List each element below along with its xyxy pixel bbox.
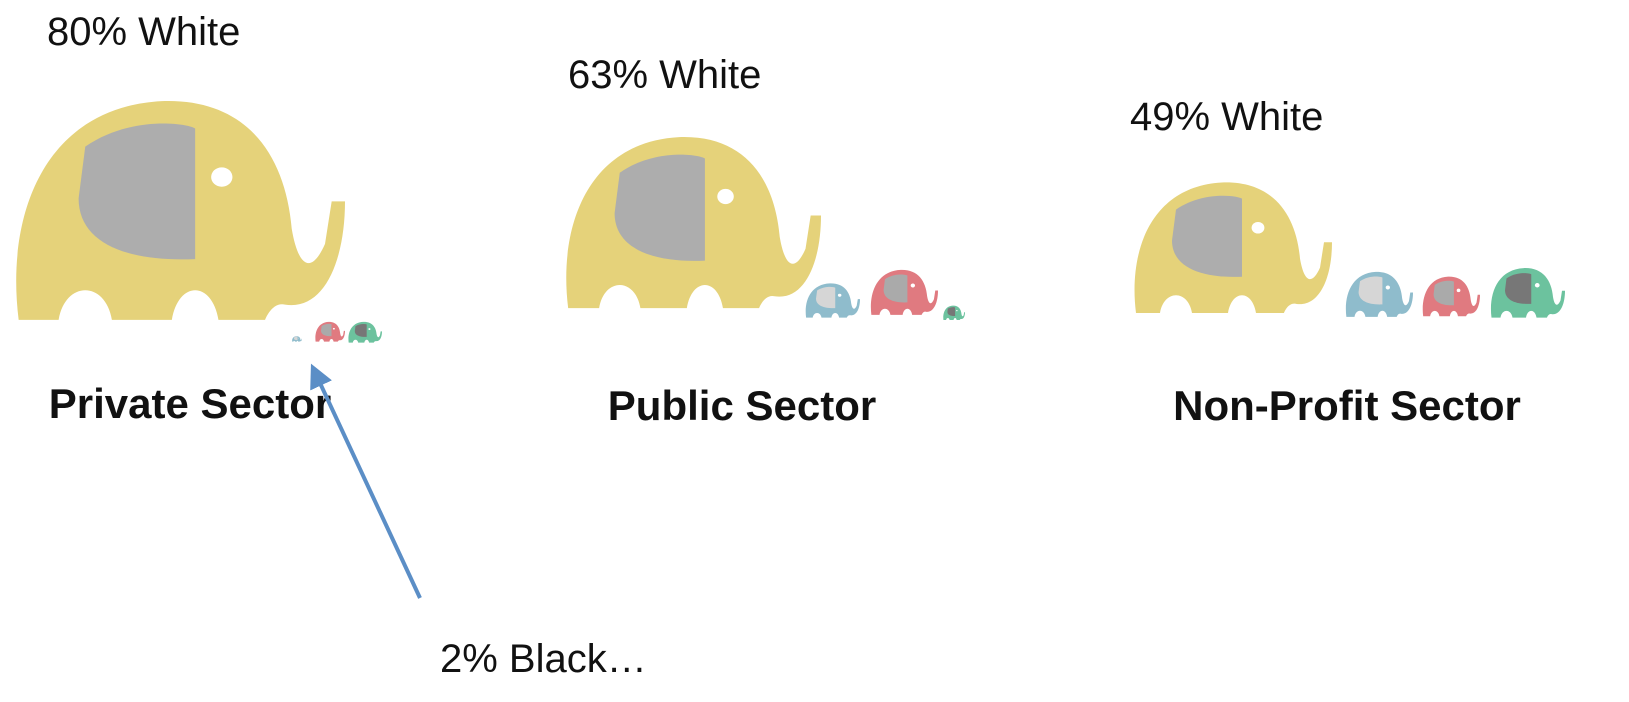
annotation: 2% Black… — [440, 637, 647, 681]
sector-label: Non-Profit Sector — [1173, 382, 1521, 429]
percent-label: 49% White — [1130, 95, 1323, 139]
sector-label: Public Sector — [608, 382, 876, 429]
percent-label: 63% White — [568, 53, 761, 97]
arrow — [310, 363, 422, 599]
public-elephants — [566, 137, 965, 320]
percent-label: 80% White — [47, 10, 240, 54]
nonprofit-elephants — [1134, 182, 1565, 318]
private-elephants — [16, 100, 382, 343]
sector-label: Private Sector — [49, 380, 331, 427]
